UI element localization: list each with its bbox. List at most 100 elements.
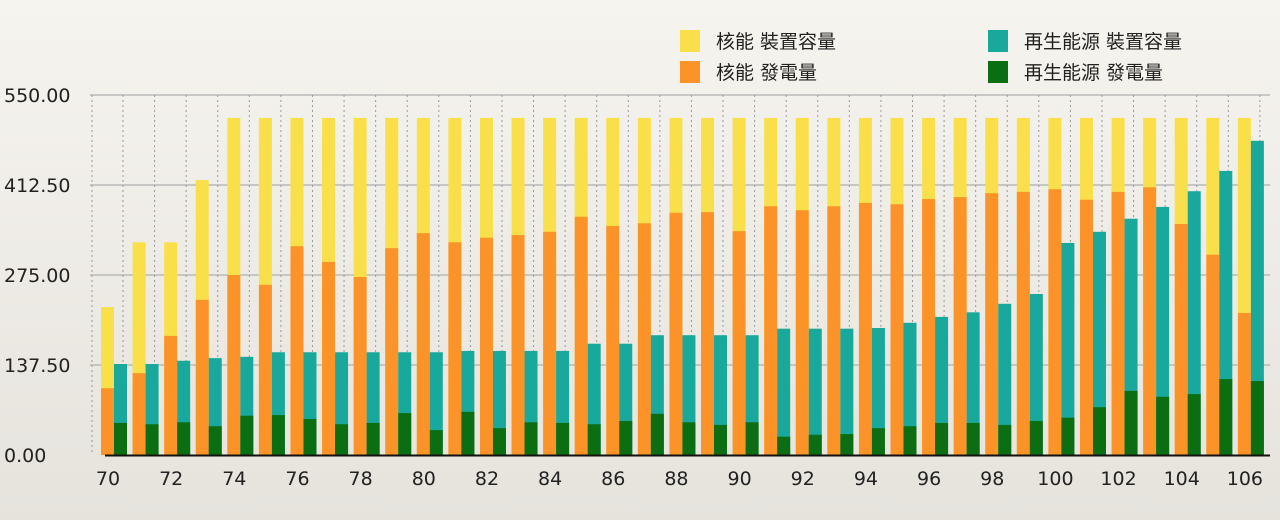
bar-renewable-generation-89 bbox=[714, 424, 728, 455]
x-tick-label: 88 bbox=[664, 468, 688, 490]
bar-nuclear-generation-86 bbox=[606, 225, 620, 455]
y-tick-label: 412.50 bbox=[4, 175, 70, 197]
bar-renewable-generation-106 bbox=[1250, 381, 1264, 455]
bar-renewable-generation-100 bbox=[1061, 417, 1075, 455]
bar-renewable-generation-90 bbox=[745, 422, 759, 455]
bar-renewable-capacity-95 bbox=[903, 322, 917, 455]
x-tick-label: 102 bbox=[1100, 468, 1136, 490]
legend-label: 核能 裝置容量 bbox=[716, 31, 837, 53]
legend-label: 再生能源 裝置容量 bbox=[1024, 31, 1183, 53]
x-tick-label: 98 bbox=[980, 468, 1004, 490]
bar-renewable-generation-102 bbox=[1124, 390, 1138, 455]
bar-renewable-generation-87 bbox=[650, 413, 664, 455]
bar-nuclear-generation-106 bbox=[1237, 312, 1251, 455]
x-tick-label: 94 bbox=[854, 468, 878, 490]
bar-nuclear-generation-93 bbox=[827, 206, 841, 455]
bar-renewable-generation-76 bbox=[303, 419, 317, 455]
bar-nuclear-generation-90 bbox=[732, 231, 746, 455]
legend-swatch bbox=[680, 60, 700, 83]
x-tick-label: 84 bbox=[538, 468, 562, 490]
bar-nuclear-generation-102 bbox=[1111, 191, 1125, 455]
x-tick-label: 80 bbox=[412, 468, 436, 490]
x-tick-label: 74 bbox=[222, 468, 246, 490]
bar-renewable-generation-74 bbox=[240, 415, 254, 455]
bar-nuclear-generation-72 bbox=[164, 335, 178, 455]
bar-nuclear-generation-104 bbox=[1174, 223, 1188, 455]
x-tick-label: 76 bbox=[285, 468, 309, 490]
bar-nuclear-generation-70 bbox=[101, 388, 114, 455]
bar-nuclear-generation-95 bbox=[890, 204, 904, 455]
bar-nuclear-generation-103 bbox=[1143, 187, 1157, 456]
legend-swatch bbox=[988, 29, 1008, 52]
bar-renewable-generation-86 bbox=[619, 420, 633, 455]
bar-nuclear-generation-88 bbox=[669, 212, 683, 455]
bar-nuclear-generation-101 bbox=[1079, 199, 1093, 455]
bar-nuclear-generation-78 bbox=[353, 276, 367, 455]
legend-nuclear-generation: 核能 發電量 bbox=[680, 58, 817, 85]
legend-swatch bbox=[680, 29, 700, 52]
bar-renewable-capacity-98 bbox=[998, 303, 1012, 455]
x-tick-label: 78 bbox=[349, 468, 373, 490]
bar-nuclear-generation-77 bbox=[322, 261, 336, 455]
bar-renewable-capacity-97 bbox=[966, 312, 980, 455]
bar-renewable-generation-93 bbox=[840, 434, 854, 455]
bar-nuclear-generation-82 bbox=[479, 237, 493, 455]
y-tick-label: 550.00 bbox=[4, 85, 70, 107]
bar-renewable-capacity-104 bbox=[1187, 191, 1201, 455]
bar-renewable-generation-70 bbox=[114, 422, 127, 455]
bar-nuclear-generation-71 bbox=[132, 373, 146, 455]
bar-renewable-generation-94 bbox=[871, 428, 885, 455]
bar-renewable-generation-79 bbox=[398, 413, 412, 455]
bar-renewable-capacity-92 bbox=[808, 328, 822, 455]
bar-renewable-capacity-100 bbox=[1061, 242, 1075, 455]
bar-renewable-capacity-96 bbox=[935, 316, 949, 455]
x-tick-label: 92 bbox=[791, 468, 815, 490]
x-tick-label: 82 bbox=[475, 468, 499, 490]
bar-nuclear-generation-97 bbox=[953, 197, 967, 456]
bar-nuclear-generation-81 bbox=[448, 242, 462, 455]
bar-renewable-generation-80 bbox=[429, 430, 443, 455]
bar-renewable-generation-97 bbox=[966, 422, 980, 455]
bar-renewable-generation-96 bbox=[935, 422, 949, 455]
bar-renewable-generation-88 bbox=[682, 422, 696, 455]
bar-nuclear-generation-85 bbox=[574, 216, 588, 455]
bar-renewable-capacity-99 bbox=[1029, 293, 1043, 455]
bar-renewable-capacity-94 bbox=[871, 328, 885, 455]
y-tick-label: 0.00 bbox=[4, 445, 46, 467]
x-tick-label: 96 bbox=[917, 468, 941, 490]
bar-renewable-generation-104 bbox=[1187, 394, 1201, 455]
legend-label: 再生能源 發電量 bbox=[1024, 62, 1164, 84]
x-tick-label: 100 bbox=[1037, 468, 1073, 490]
bar-nuclear-generation-76 bbox=[290, 246, 304, 455]
bar-renewable-generation-103 bbox=[1156, 396, 1170, 455]
legend-renewable-generation: 再生能源 發電量 bbox=[988, 58, 1163, 85]
legend-nuclear-capacity: 核能 裝置容量 bbox=[680, 27, 836, 54]
bar-renewable-generation-98 bbox=[998, 424, 1012, 455]
bar-renewable-capacity-103 bbox=[1156, 206, 1170, 455]
x-tick-label: 104 bbox=[1164, 468, 1200, 490]
bar-nuclear-generation-75 bbox=[258, 284, 272, 455]
legend-renewable-capacity: 再生能源 裝置容量 bbox=[988, 27, 1182, 54]
bar-nuclear-generation-92 bbox=[795, 210, 809, 455]
legend-swatch bbox=[988, 60, 1008, 83]
bar-renewable-generation-99 bbox=[1029, 420, 1043, 455]
bar-renewable-generation-78 bbox=[366, 422, 380, 455]
bar-nuclear-generation-80 bbox=[416, 233, 430, 455]
bar-renewable-generation-84 bbox=[556, 422, 570, 455]
bar-renewable-generation-82 bbox=[492, 428, 506, 455]
bar-renewable-generation-95 bbox=[903, 426, 917, 455]
x-tick-label: 86 bbox=[601, 468, 625, 490]
bar-renewable-capacity-93 bbox=[840, 328, 854, 455]
bar-nuclear-generation-96 bbox=[922, 199, 936, 455]
bar-nuclear-generation-91 bbox=[764, 206, 778, 455]
legend-label: 核能 發電量 bbox=[716, 62, 818, 84]
bar-renewable-generation-72 bbox=[177, 422, 191, 455]
bar-nuclear-generation-73 bbox=[195, 299, 209, 455]
bar-renewable-capacity-101 bbox=[1092, 231, 1106, 455]
bar-renewable-generation-101 bbox=[1092, 407, 1106, 455]
bar-renewable-generation-81 bbox=[461, 411, 475, 455]
x-tick-label: 72 bbox=[159, 468, 183, 490]
bar-nuclear-generation-79 bbox=[385, 248, 399, 455]
bar-renewable-generation-83 bbox=[524, 422, 538, 455]
